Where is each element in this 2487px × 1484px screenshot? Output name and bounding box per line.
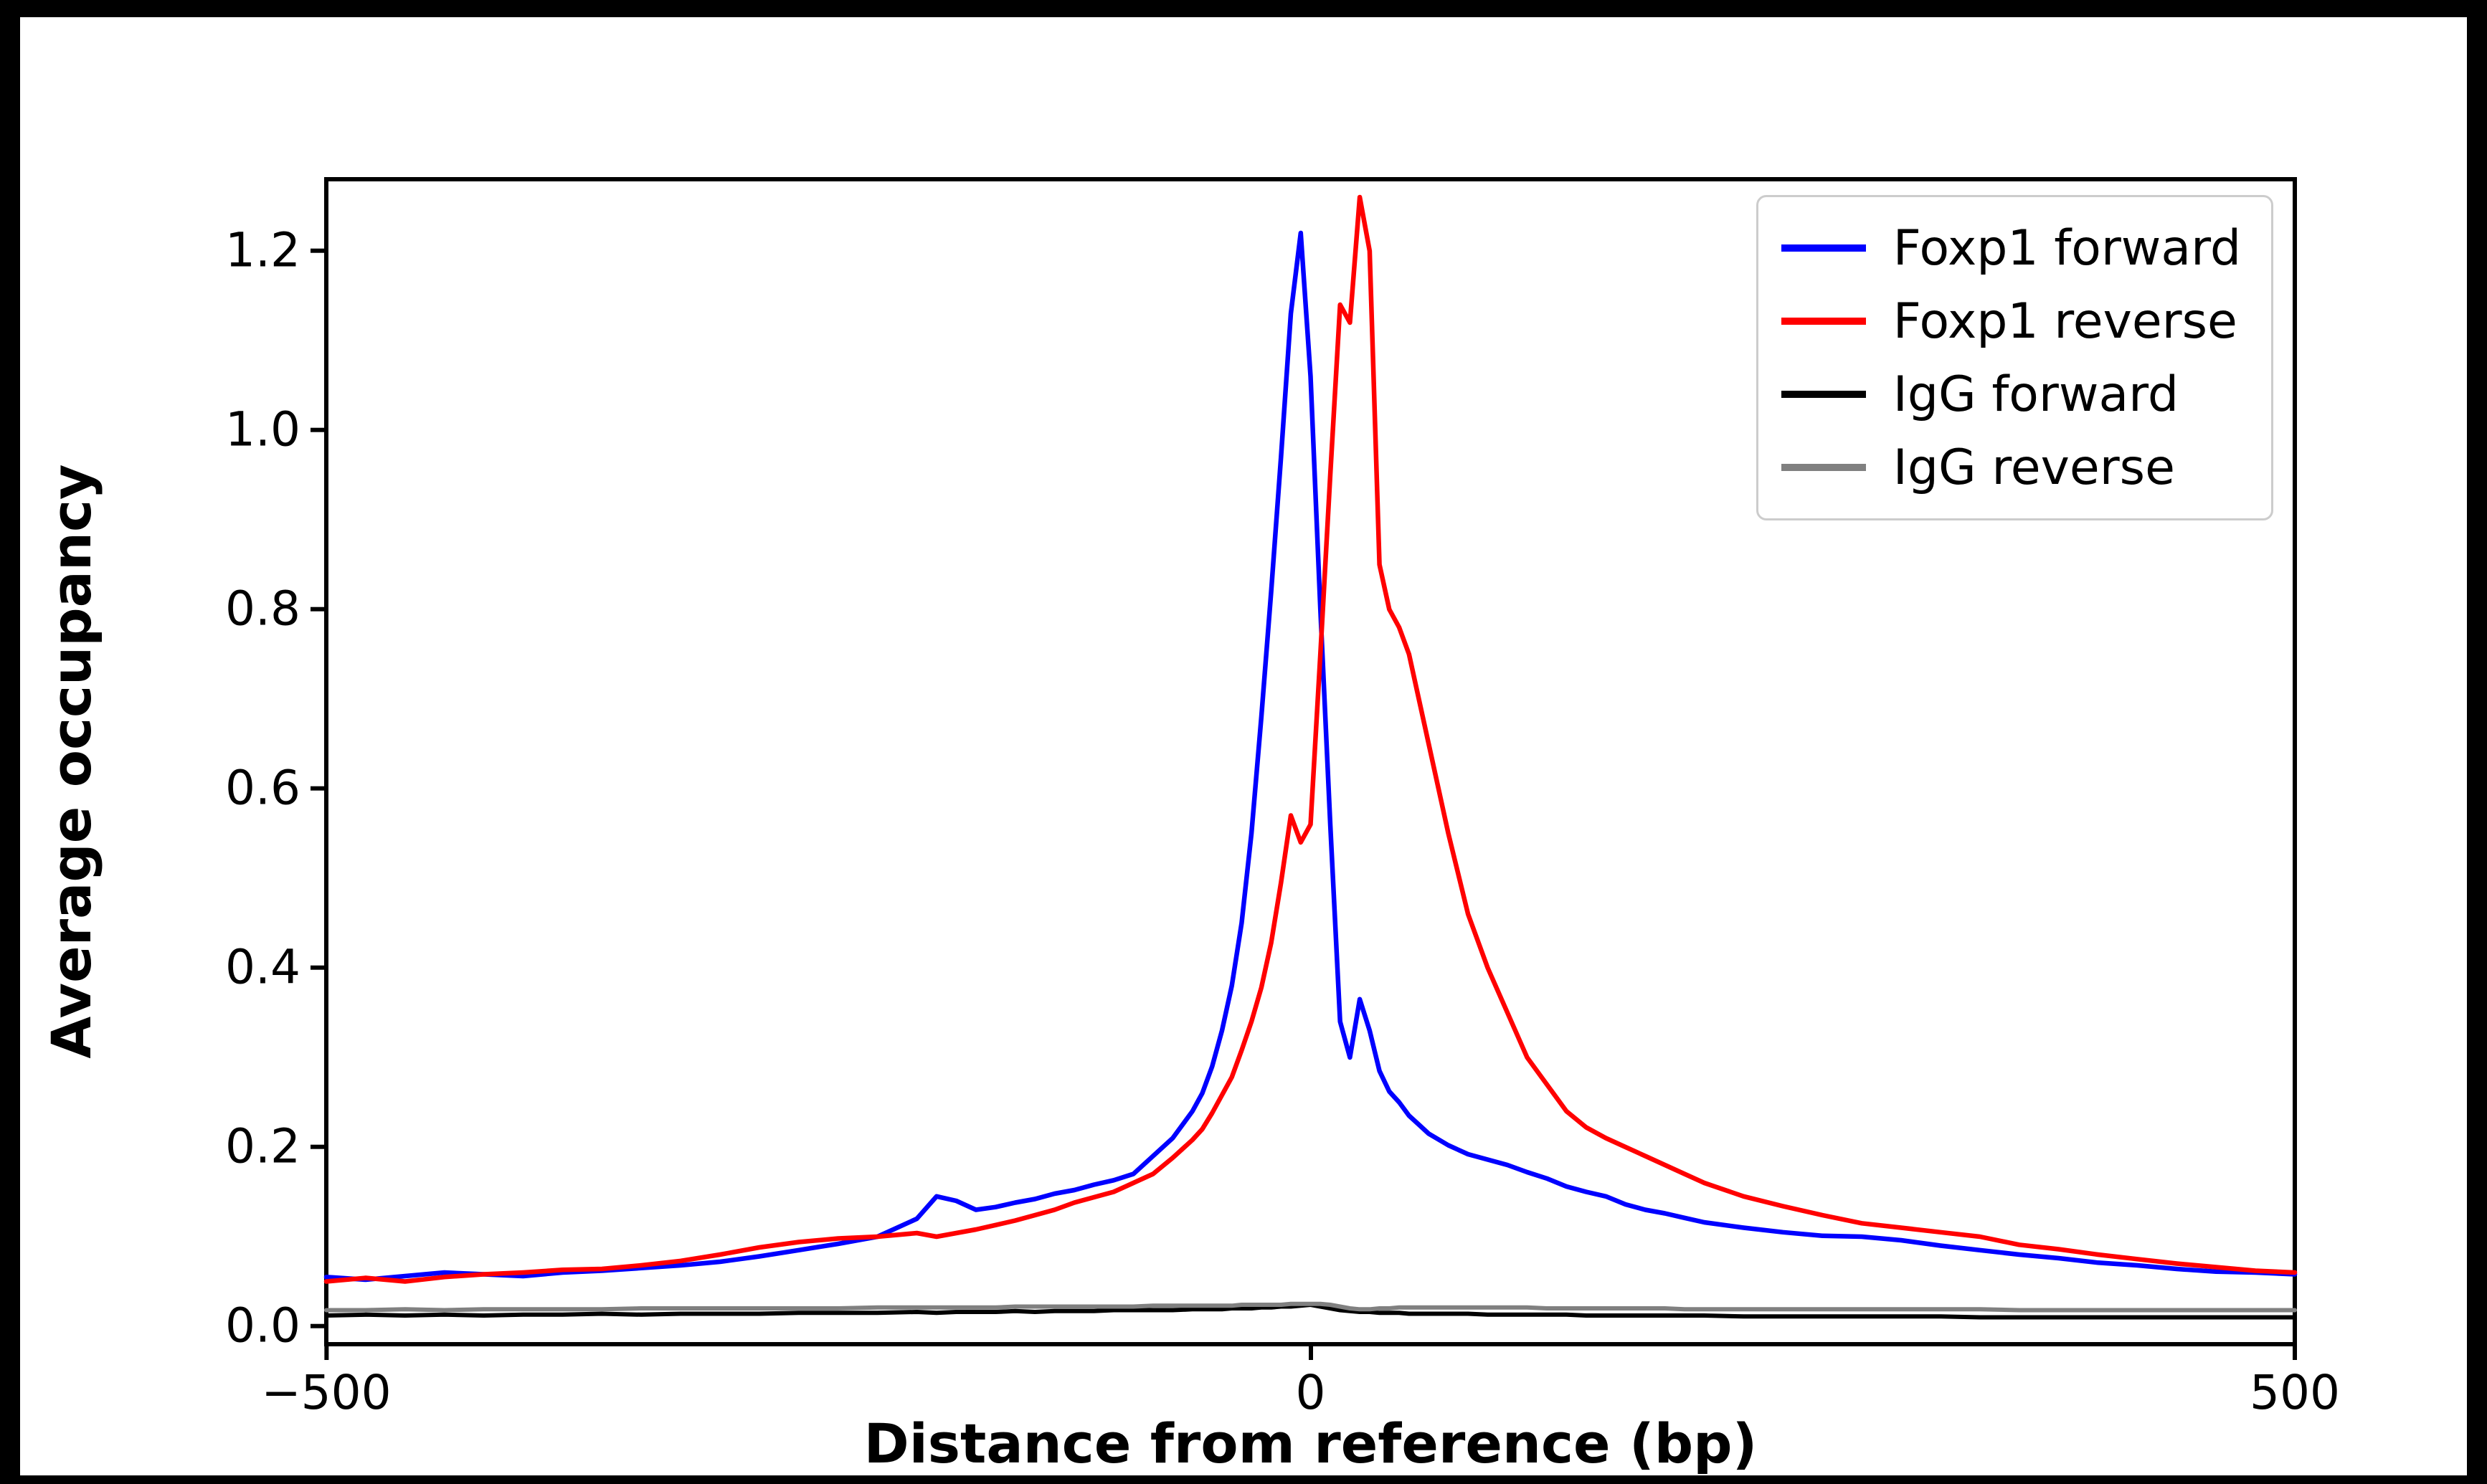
x-axis-label: Distance from reference (bp) xyxy=(863,1412,1758,1475)
tick-mark xyxy=(311,966,326,970)
y-tick-label: 0.0 xyxy=(225,1298,300,1354)
legend-line-sample xyxy=(1781,244,1866,252)
tick-mark xyxy=(311,249,326,253)
legend-item: Foxp1 reverse xyxy=(1781,285,2241,358)
x-tick-label: 500 xyxy=(2250,1365,2340,1420)
y-tick: 1.0 xyxy=(225,404,326,457)
y-tick-label: 0.2 xyxy=(225,1118,300,1174)
y-tick: 0.8 xyxy=(225,581,326,637)
x-tick-label: −500 xyxy=(261,1365,392,1420)
y-tick-label: 1.0 xyxy=(225,401,300,457)
y-tick-label: 1.2 xyxy=(225,222,300,278)
legend: Foxp1 forward Foxp1 reverse IgG forward IgG… xyxy=(1756,195,2273,520)
tick-mark xyxy=(311,607,326,612)
y-tick-label: 0.8 xyxy=(225,581,300,637)
legend-item: IgG forward xyxy=(1781,358,2241,431)
figure-canvas: −500 0 500 0.0 0.2 0.4 0.6 0.8 1.0 1.2 Foxp1 for… xyxy=(20,17,2467,1475)
x-tick: 500 xyxy=(2250,1344,2340,1419)
legend-item: Foxp1 forward xyxy=(1781,211,2241,285)
tick-mark xyxy=(311,786,326,791)
plot-area: −500 0 500 0.0 0.2 0.4 0.6 0.8 1.0 1.2 Foxp1 for… xyxy=(225,177,2340,1419)
y-axis-label: Average occupancy xyxy=(39,464,103,1059)
tick-mark xyxy=(324,1344,328,1360)
line-foxp1-reverse xyxy=(323,194,2298,1284)
legend-label: IgG reverse xyxy=(1893,439,2175,496)
line-igg-reverse xyxy=(324,1301,2297,1313)
legend-label: Foxp1 forward xyxy=(1893,219,2241,277)
legend-label: IgG forward xyxy=(1893,366,2179,423)
x-tick: 0 xyxy=(1296,1344,1326,1419)
tick-mark xyxy=(311,1145,326,1149)
tick-mark xyxy=(2292,1344,2297,1360)
tick-mark xyxy=(311,428,326,432)
y-tick-label: 0.4 xyxy=(225,939,300,995)
y-tick: 1.2 xyxy=(225,222,326,278)
y-tick-label: 0.6 xyxy=(225,760,300,816)
y-tick: 0.4 xyxy=(225,939,326,995)
y-tick: 0.6 xyxy=(225,760,326,816)
x-tick: −500 xyxy=(261,1344,392,1420)
tick-mark xyxy=(311,1324,326,1328)
legend-line-sample xyxy=(1781,464,1866,471)
legend-item: IgG reverse xyxy=(1781,431,2241,504)
tick-mark xyxy=(1308,1344,1313,1360)
legend-line-sample xyxy=(1781,318,1866,325)
legend-line-sample xyxy=(1781,391,1866,398)
y-tick: 0.2 xyxy=(225,1121,326,1174)
legend-label: Foxp1 reverse xyxy=(1893,292,2237,350)
y-tick: 0.0 xyxy=(225,1300,326,1353)
